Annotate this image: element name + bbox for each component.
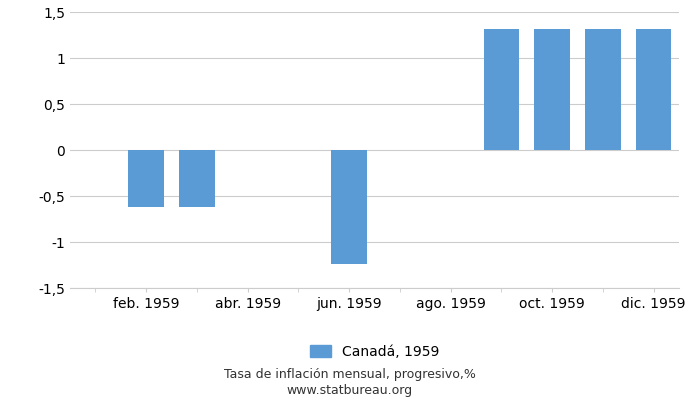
Bar xyxy=(128,150,164,207)
Bar xyxy=(534,30,570,150)
Bar xyxy=(585,30,621,150)
Bar xyxy=(179,150,215,207)
Text: Tasa de inflación mensual, progresivo,%: Tasa de inflación mensual, progresivo,% xyxy=(224,368,476,381)
Text: www.statbureau.org: www.statbureau.org xyxy=(287,384,413,397)
Bar xyxy=(331,150,367,264)
Bar xyxy=(636,30,671,150)
Bar xyxy=(484,30,519,150)
Legend: Canadá, 1959: Canadá, 1959 xyxy=(310,345,439,359)
